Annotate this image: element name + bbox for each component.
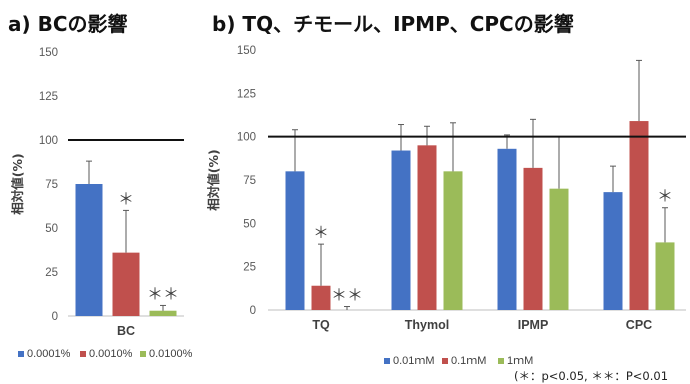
chart-a-ytick-label: 25 xyxy=(45,267,58,279)
chart-b-category-label: CPC xyxy=(626,318,652,332)
chart-b-legend-label: 0.1ｍM xyxy=(451,355,486,367)
chart-a-legend-label: 0.0010% xyxy=(89,348,133,360)
chart-b-bar xyxy=(523,167,543,310)
chart-b-ytick-label: 50 xyxy=(243,218,256,230)
chart-a-legend-label: 0.0001% xyxy=(27,348,71,360)
chart-b-bar xyxy=(417,145,437,310)
chart-b-bar xyxy=(391,150,411,310)
chart-b-bar xyxy=(311,285,331,310)
chart-b-ytick-label: 25 xyxy=(243,262,256,274)
chart-b-ytick-label: 0 xyxy=(250,305,256,317)
chart-a-ytick-label: 125 xyxy=(39,91,58,103)
chart-b-ytick-label: 100 xyxy=(237,132,256,144)
chart-a-ytick-label: 50 xyxy=(45,223,58,235)
chart-b-ytick-label: 125 xyxy=(237,88,256,100)
chart-b-significance-mark: ＊ xyxy=(657,187,673,206)
chart-a-legend-label: 0.0100% xyxy=(149,348,193,360)
significance-footnote: (＊：p<0.05, ＊＊：P<0.01 xyxy=(514,369,669,383)
chart-b-category-label: Thymol xyxy=(405,318,449,332)
chart-b-legend-swatch xyxy=(384,358,390,364)
chart-b-significance-mark: ＊＊ xyxy=(331,286,363,305)
chart-b-significance-mark: ＊ xyxy=(313,223,329,242)
chart-a-ytick-label: 0 xyxy=(52,311,58,323)
chart-b-bar xyxy=(285,171,305,310)
chart-b-category-label: TQ xyxy=(312,318,330,332)
chart-a-significance-mark: ＊＊ xyxy=(147,284,179,303)
chart-a-bar xyxy=(112,252,140,316)
chart-b-legend-swatch xyxy=(498,358,504,364)
chart-a-bar xyxy=(75,184,103,316)
chart-a-ytick-label: 150 xyxy=(39,47,58,59)
chart-b-bar xyxy=(497,148,517,310)
chart-a-legend-swatch xyxy=(140,351,146,357)
chart-b-bar xyxy=(655,242,675,310)
chart-b-ytick-label: 150 xyxy=(237,45,256,57)
chart-a-ytick-label: 75 xyxy=(45,179,58,191)
chart-a-bar xyxy=(149,310,177,316)
chart-a-category-label: BC xyxy=(117,324,135,338)
chart-b-bar xyxy=(629,121,649,310)
chart-a-legend-swatch xyxy=(80,351,86,357)
chart-b-legend-label: 1ｍM xyxy=(507,355,533,367)
chart-a-ytick-label: 100 xyxy=(39,135,58,147)
chart-b-category-label: IPMP xyxy=(518,318,549,332)
chart-b-y-axis-label: 相対値(%) xyxy=(206,149,221,210)
chart-b-title: b) TQ、チモール、IPMP、CPCの影響 xyxy=(212,12,574,36)
chart-a-title: a) BCの影響 xyxy=(8,12,128,36)
chart-b-legend-swatch xyxy=(442,358,448,364)
chart-a-significance-mark: ＊ xyxy=(118,189,134,208)
chart-b-bar xyxy=(603,192,623,310)
chart-b-ytick-label: 75 xyxy=(243,175,256,187)
chart-b-legend-label: 0.01ｍM xyxy=(393,355,435,367)
chart-a-legend-swatch xyxy=(18,351,24,357)
chart-b-bar xyxy=(549,188,569,310)
chart-b-bar xyxy=(443,171,463,310)
chart-a-y-axis-label: 相対値(%) xyxy=(10,153,25,214)
